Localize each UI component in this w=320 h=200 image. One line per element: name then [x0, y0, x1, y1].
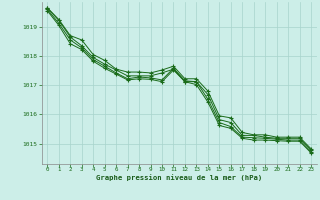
X-axis label: Graphe pression niveau de la mer (hPa): Graphe pression niveau de la mer (hPa): [96, 174, 262, 181]
